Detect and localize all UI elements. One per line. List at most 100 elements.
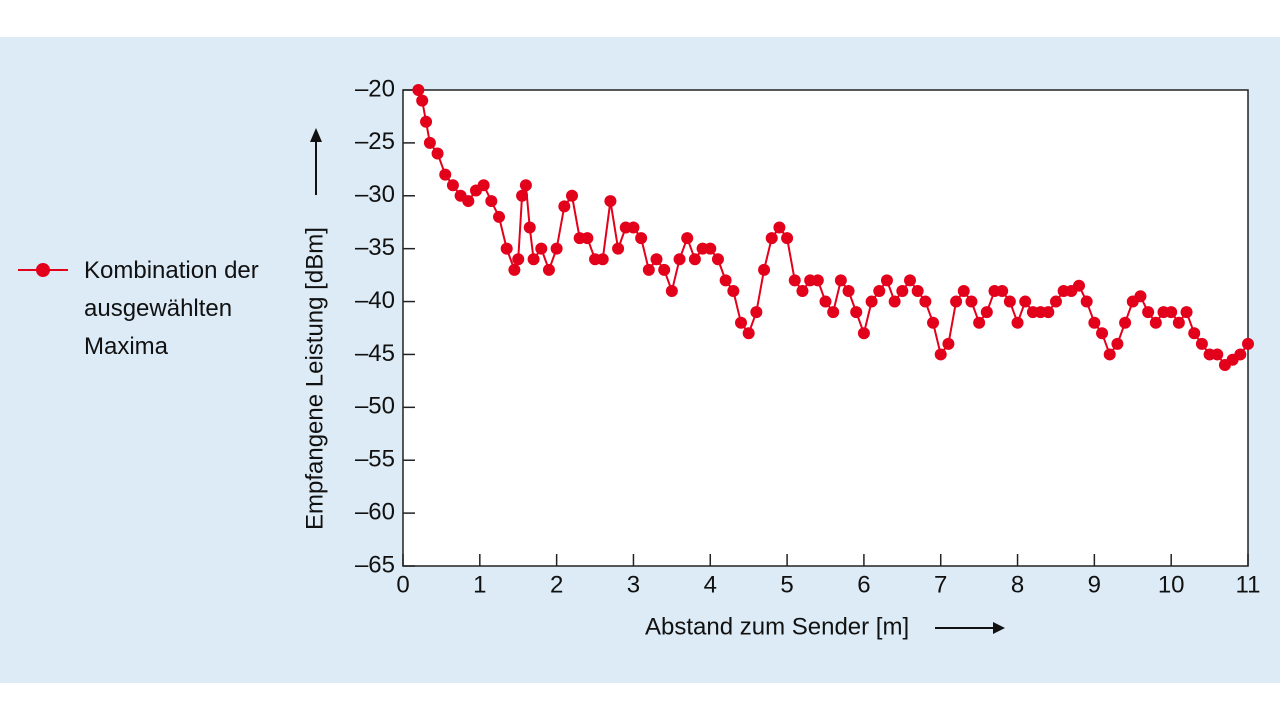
data-point [1188,327,1201,340]
data-point [934,348,947,361]
data-point [1011,316,1024,329]
x-tick-label: 6 [857,571,870,598]
data-point [927,316,940,329]
data-point [423,136,436,149]
data-point [904,274,916,287]
x-tick-label: 7 [934,571,947,598]
data-point [650,253,663,266]
data-point [627,221,640,234]
data-point [1119,316,1132,329]
data-point [857,327,870,340]
data-point [412,84,425,96]
data-point [446,179,459,192]
data-point [658,263,671,276]
data-point [493,210,506,223]
data-point [1073,279,1085,292]
data-point [612,242,625,255]
data-point [758,263,771,276]
data-point [896,284,909,297]
data-point [842,284,855,297]
data-point [788,274,801,287]
data-point [704,242,717,255]
data-point [996,284,1009,297]
data-point [819,295,832,308]
data-point [750,306,763,319]
data-point [865,295,878,308]
data-point [596,253,609,266]
data-point [558,200,571,213]
data-point [980,306,993,319]
data-point [1195,337,1208,350]
legend-marker [18,263,68,277]
data-point [535,242,548,255]
x-tick-label: 10 [1158,571,1185,598]
data-point [550,242,563,255]
x-tick-label: 3 [627,571,640,598]
data-point [850,306,863,319]
data-point [527,253,540,266]
data-point [523,221,536,234]
y-tick-label: –20 [355,75,395,102]
data-point [519,179,532,192]
data-point [681,232,694,245]
data-point [735,316,747,329]
data-point [642,263,655,276]
data-point [873,284,886,297]
data-point [688,253,701,266]
x-tick-label: 11 [1236,571,1261,598]
data-point [581,232,594,245]
data-point [727,284,740,297]
data-point [811,274,824,287]
x-tick-label: 4 [704,571,717,598]
data-point [420,115,433,128]
x-axis-label: Abstand zum Sender [m] [645,613,909,640]
y-axis-label: Empfangene Leistung [dBm] [301,227,328,530]
data-point [1211,348,1224,361]
data-point [439,168,452,181]
data-point [965,295,978,308]
data-point [500,242,513,255]
data-point [957,284,970,297]
data-point [566,189,578,202]
legend-label: Kombination der ausgewählten Maxima [84,257,259,360]
data-point [1172,316,1185,329]
data-point [773,221,786,234]
plot-area [402,89,1249,567]
data-point [719,274,732,287]
data-point [1080,295,1093,308]
y-tick-label: –30 [355,181,395,208]
data-point [1103,348,1116,361]
y-arrow [310,128,322,195]
data-point [880,274,893,287]
data-point [512,253,525,266]
data-point [942,337,955,350]
data-point [635,232,648,245]
x-tick-label: 2 [550,571,563,598]
data-point [765,232,778,245]
x-tick-label: 0 [396,571,409,598]
data-point [485,195,498,208]
data-point [834,274,847,287]
y-tick-label: –45 [355,340,395,367]
data-point [796,284,809,297]
data-point [1180,306,1193,319]
data-point [462,195,475,208]
x-tick-label: 9 [1088,571,1101,598]
data-point [919,295,932,308]
data-point [1134,290,1147,303]
data-point [542,263,555,276]
data-point [431,147,444,160]
y-tick-label: –25 [355,128,395,155]
data-point [673,253,686,266]
y-tick-label: –50 [355,393,395,420]
x-tick-label: 5 [780,571,793,598]
data-point [781,232,794,245]
data-point [1142,306,1155,319]
y-tick-label: –65 [355,551,395,578]
x-tick-label: 8 [1011,571,1024,598]
x-arrow [935,622,1005,634]
data-point [1096,327,1109,340]
data-point [1149,316,1162,329]
data-point [1003,295,1016,308]
